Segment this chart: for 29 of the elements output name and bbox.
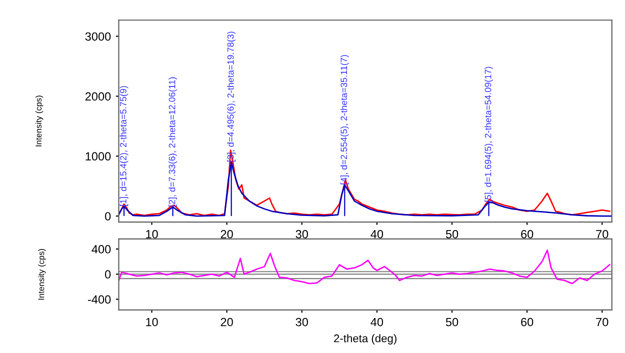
x-tick-label: 20 — [220, 318, 233, 326]
x-tick-label: 60 — [521, 318, 534, 326]
y-tick-label: 400 — [92, 245, 111, 254]
y-tick-label: 0 — [105, 212, 111, 220]
y-axis-title: Intensity (cps) — [35, 96, 44, 146]
annotation: [1], d=15.4(2), 2-theta=5.75(9) — [120, 86, 128, 206]
annotation: [5], d=1.694(5), 2-theta=54.09(17) — [484, 66, 493, 202]
x-tick-label: 70 — [596, 230, 608, 238]
y-axis-title: Intensity (cps) — [38, 249, 46, 300]
x-tick-label: 30 — [296, 230, 308, 238]
x-tick-label: 50 — [446, 318, 458, 326]
x-tick-label: 10 — [146, 318, 158, 326]
y-tick-label: 3000 — [85, 32, 111, 41]
x-tick-label: 60 — [521, 230, 534, 238]
x-tick-label: 30 — [296, 318, 308, 326]
annotation: [2], d=7.33(6), 2-theta=12.06(11) — [168, 77, 177, 206]
x-axis-title: 2-theta (deg) — [334, 334, 396, 344]
x-tick-label: 50 — [446, 230, 458, 238]
annotation: [4], d=2.554(5), 2-theta=35.11(7) — [340, 55, 349, 184]
x-tick-label: 40 — [370, 318, 384, 326]
y-tick-label: 2000 — [85, 92, 111, 101]
y-tick-label: 1000 — [86, 152, 111, 161]
x-tick-label: 70 — [596, 318, 608, 326]
y-tick-label: -400 — [88, 295, 111, 304]
x-tick-label: 20 — [220, 230, 233, 238]
y-tick-label: 0 — [105, 270, 111, 279]
x-tick-label: 40 — [370, 230, 384, 238]
annotation: [3], d=4.495(6), 2-theta=19.78(3) — [227, 32, 236, 162]
x-tick-label: 10 — [146, 230, 158, 238]
